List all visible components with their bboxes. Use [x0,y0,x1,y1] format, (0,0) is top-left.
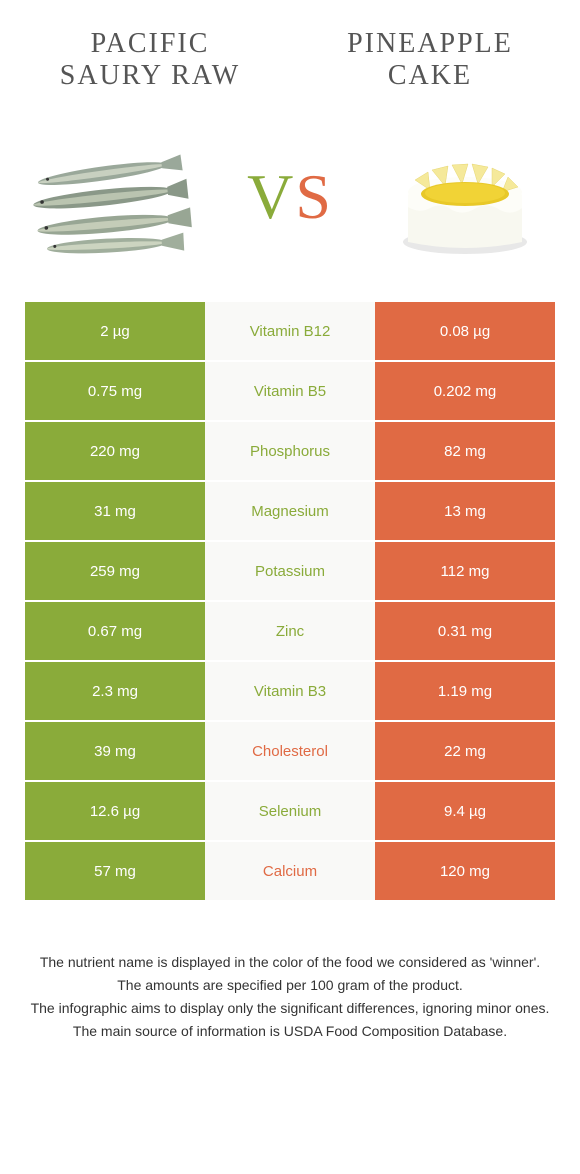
right-value-cell: 112 mg [375,542,555,600]
right-value-cell: 82 mg [375,422,555,480]
left-value-cell: 220 mg [25,422,205,480]
table-row: 220 mgPhosphorus82 mg [25,422,555,482]
footer-notes: The nutrient name is displayed in the co… [0,902,580,1042]
left-value-cell: 0.67 mg [25,602,205,660]
cake-icon [390,132,540,262]
left-value-cell: 57 mg [25,842,205,900]
table-row: 57 mgCalcium120 mg [25,842,555,902]
right-value-cell: 0.202 mg [375,362,555,420]
nutrient-name-cell: Zinc [205,602,375,660]
vs-v: V [247,161,295,232]
table-row: 2.3 mgVitamin B31.19 mg [25,662,555,722]
vs-s: S [295,161,333,232]
right-value-cell: 1.19 mg [375,662,555,720]
nutrient-name-cell: Cholesterol [205,722,375,780]
nutrient-name-cell: Potassium [205,542,375,600]
left-value-cell: 2 µg [25,302,205,360]
right-value-cell: 120 mg [375,842,555,900]
header: PACIFIC SAURY RAW PINEAPPLE CAKE [0,0,580,102]
right-value-cell: 0.08 µg [375,302,555,360]
table-row: 31 mgMagnesium13 mg [25,482,555,542]
nutrient-name-cell: Vitamin B5 [205,362,375,420]
right-value-cell: 0.31 mg [375,602,555,660]
right-food-title: PINEAPPLE CAKE [320,28,540,92]
table-row: 12.6 µgSelenium9.4 µg [25,782,555,842]
left-value-cell: 39 mg [25,722,205,780]
left-value-cell: 31 mg [25,482,205,540]
left-food-title: PACIFIC SAURY RAW [40,28,260,92]
table-row: 0.67 mgZinc0.31 mg [25,602,555,662]
left-value-cell: 0.75 mg [25,362,205,420]
images-row: VS [0,102,580,302]
footer-line-2: The amounts are specified per 100 gram o… [30,975,550,996]
nutrient-name-cell: Selenium [205,782,375,840]
right-value-cell: 13 mg [375,482,555,540]
table-row: 0.75 mgVitamin B50.202 mg [25,362,555,422]
right-value-cell: 22 mg [375,722,555,780]
nutrient-name-cell: Phosphorus [205,422,375,480]
left-value-cell: 259 mg [25,542,205,600]
nutrient-name-cell: Magnesium [205,482,375,540]
right-value-cell: 9.4 µg [375,782,555,840]
footer-line-1: The nutrient name is displayed in the co… [30,952,550,973]
nutrient-name-cell: Calcium [205,842,375,900]
table-row: 259 mgPotassium112 mg [25,542,555,602]
nutrient-name-cell: Vitamin B12 [205,302,375,360]
footer-line-4: The main source of information is USDA F… [30,1021,550,1042]
vs-label: VS [247,160,333,234]
right-food-image [380,122,550,272]
left-food-image [30,122,200,272]
left-value-cell: 12.6 µg [25,782,205,840]
table-row: 2 µgVitamin B120.08 µg [25,302,555,362]
table-row: 39 mgCholesterol22 mg [25,722,555,782]
nutrient-table: 2 µgVitamin B120.08 µg0.75 mgVitamin B50… [25,302,555,902]
left-value-cell: 2.3 mg [25,662,205,720]
footer-line-3: The infographic aims to display only the… [30,998,550,1019]
nutrient-name-cell: Vitamin B3 [205,662,375,720]
fish-icon [30,132,200,262]
